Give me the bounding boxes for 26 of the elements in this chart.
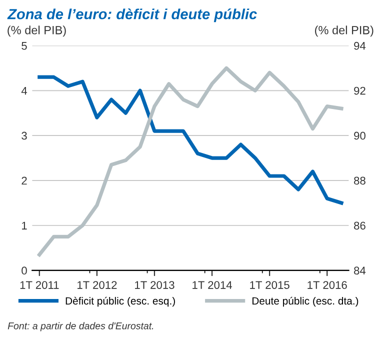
y2-tick-label: 94 bbox=[354, 42, 366, 50]
y2-tick-label: 90 bbox=[354, 132, 366, 140]
x-tick-label: 1T 2011 bbox=[20, 281, 59, 289]
y-tick-label: 0 bbox=[22, 266, 27, 275]
x-tick-label: 1T 2012 bbox=[78, 281, 117, 289]
y-tick-label: 4 bbox=[21, 86, 28, 95]
y-tick-label: 3 bbox=[22, 132, 27, 140]
y2-tick-label: 84 bbox=[354, 266, 366, 275]
line-series bbox=[38, 66, 344, 256]
legend-label: Deute públic (esc. dta.) bbox=[252, 296, 358, 307]
line-series bbox=[38, 75, 344, 205]
x-tick-label: 1T 2014 bbox=[192, 281, 232, 289]
chart-title: Zona de l’euro: dèficit i deute públic bbox=[7, 8, 257, 22]
x-tick-label: 1T 2013 bbox=[135, 281, 174, 289]
y-tick-label: 2 bbox=[22, 176, 27, 185]
y-tick-label: 5 bbox=[22, 42, 27, 50]
y-axis-title: (% del PIB) bbox=[8, 26, 66, 37]
y-tick-label: 1 bbox=[22, 222, 27, 230]
x-tick-label: 1T 2015 bbox=[250, 281, 290, 289]
legend-label: Dèficit públic (esc. esq.) bbox=[66, 296, 175, 307]
y2-tick-label: 92 bbox=[354, 86, 366, 95]
y2-tick-label: 86 bbox=[354, 222, 366, 230]
text: Font: a partir de dades d'Eurostat. bbox=[8, 322, 154, 332]
y2-axis-title: (% del PIB) bbox=[315, 26, 374, 37]
x-tick-label: 1T 2016 bbox=[308, 281, 347, 289]
y2-tick-label: 88 bbox=[354, 176, 366, 185]
